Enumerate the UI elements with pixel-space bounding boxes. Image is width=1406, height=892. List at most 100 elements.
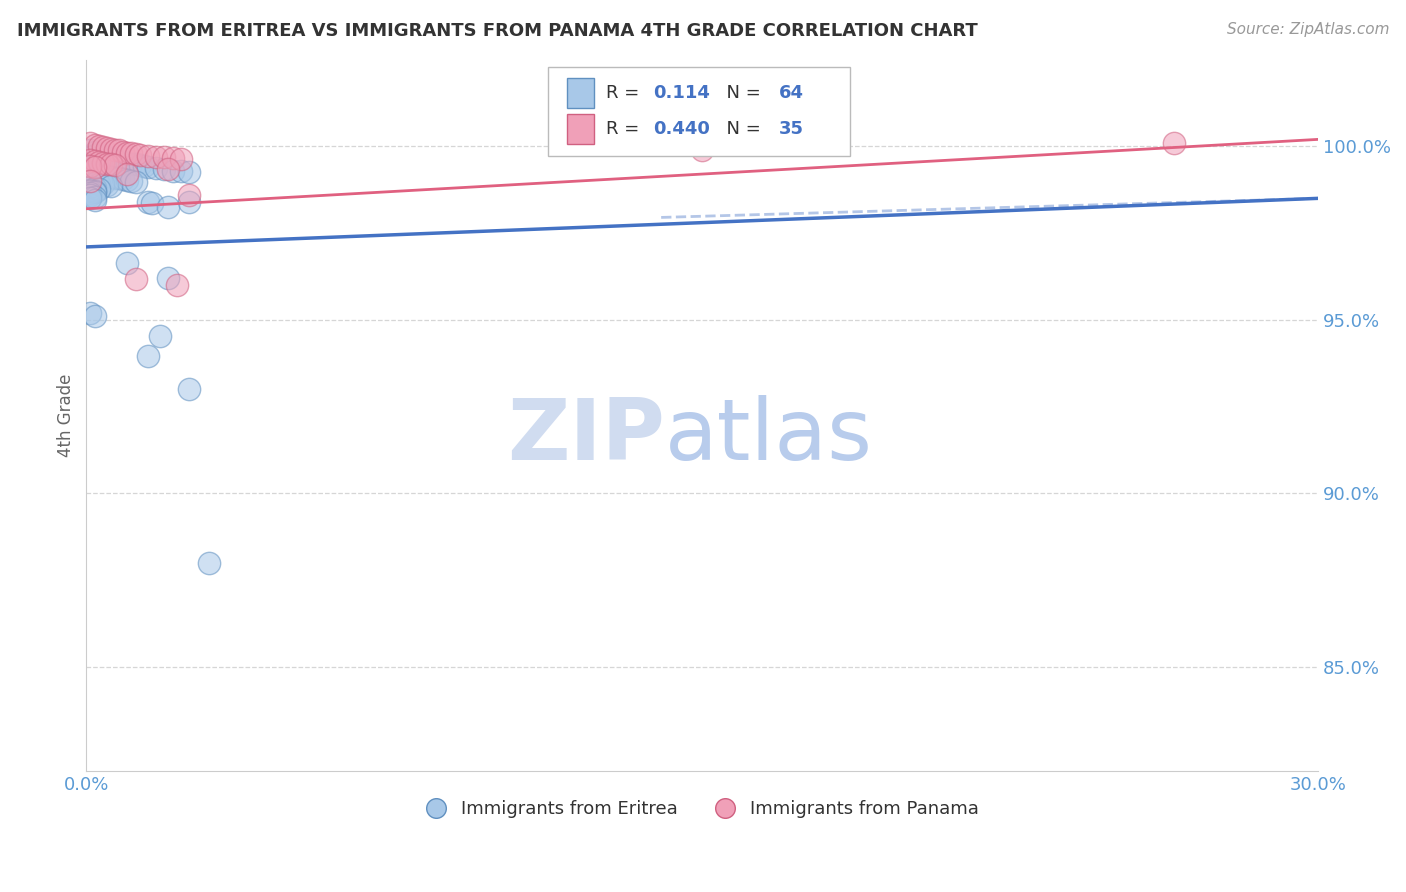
Point	[96, 156, 118, 170]
Point	[141, 195, 163, 210]
Point	[87, 150, 110, 164]
Point	[96, 150, 118, 164]
Point	[108, 171, 131, 186]
Point	[117, 255, 139, 269]
Point	[79, 180, 101, 194]
Bar	[567, 113, 593, 144]
Point	[79, 136, 101, 150]
Point	[91, 156, 114, 170]
Point	[83, 181, 105, 195]
Point	[87, 139, 110, 153]
Point	[108, 153, 131, 168]
Point	[87, 181, 110, 195]
Point	[87, 167, 110, 181]
Point	[100, 157, 122, 171]
Text: R =: R =	[606, 120, 645, 137]
Point	[124, 157, 146, 171]
Text: ZIP: ZIP	[508, 395, 665, 478]
Text: N =: N =	[714, 84, 766, 102]
Point	[117, 167, 139, 181]
Point	[177, 164, 200, 178]
Point	[96, 141, 118, 155]
Text: 64: 64	[779, 84, 804, 102]
Point	[104, 153, 127, 168]
Point	[83, 160, 105, 174]
Point	[87, 155, 110, 169]
Point	[124, 147, 146, 161]
Text: R =: R =	[606, 84, 645, 102]
Point	[177, 187, 200, 202]
Point	[117, 173, 139, 187]
Point	[87, 177, 110, 191]
Point	[83, 185, 105, 199]
Point	[79, 174, 101, 188]
Point	[117, 156, 139, 170]
Point	[117, 145, 139, 160]
Point	[87, 146, 110, 161]
Point	[91, 140, 114, 154]
Point	[132, 160, 155, 174]
Point	[136, 149, 159, 163]
Point	[91, 149, 114, 163]
Point	[157, 200, 180, 214]
Point	[83, 189, 105, 203]
Point	[162, 152, 184, 166]
Point	[112, 155, 135, 169]
Point	[128, 148, 150, 162]
Point	[128, 158, 150, 172]
Point	[170, 153, 193, 167]
Point	[100, 152, 122, 166]
Point	[79, 191, 101, 205]
Point	[79, 143, 101, 157]
Point	[91, 178, 114, 192]
Point	[198, 556, 221, 570]
Point	[124, 175, 146, 189]
Point	[136, 349, 159, 363]
Text: Source: ZipAtlas.com: Source: ZipAtlas.com	[1226, 22, 1389, 37]
Point	[145, 161, 167, 175]
Point	[690, 143, 713, 157]
Point	[79, 183, 101, 197]
Text: IMMIGRANTS FROM ERITREA VS IMMIGRANTS FROM PANAMA 4TH GRADE CORRELATION CHART: IMMIGRANTS FROM ERITREA VS IMMIGRANTS FR…	[17, 22, 977, 40]
Text: 0.114: 0.114	[652, 84, 710, 102]
Point	[124, 272, 146, 286]
Point	[108, 144, 131, 158]
Point	[104, 143, 127, 157]
Point	[177, 194, 200, 209]
Point	[162, 163, 184, 178]
Point	[153, 150, 176, 164]
Point	[170, 164, 193, 178]
Point	[79, 150, 101, 164]
Point	[83, 193, 105, 207]
Point	[96, 178, 118, 193]
Point	[1163, 136, 1185, 150]
Point	[100, 142, 122, 156]
Point	[112, 145, 135, 159]
Legend: Immigrants from Eritrea, Immigrants from Panama: Immigrants from Eritrea, Immigrants from…	[418, 792, 987, 826]
Point	[120, 146, 142, 161]
FancyBboxPatch shape	[548, 67, 851, 155]
Point	[157, 161, 180, 176]
Text: 0.440: 0.440	[652, 120, 710, 137]
Bar	[567, 78, 593, 108]
Point	[83, 166, 105, 180]
Point	[166, 278, 188, 293]
Point	[83, 176, 105, 190]
Point	[145, 150, 167, 164]
Point	[104, 158, 127, 172]
Point	[157, 271, 180, 285]
Point	[177, 382, 200, 396]
Point	[100, 169, 122, 184]
Point	[79, 160, 101, 174]
Point	[83, 153, 105, 168]
Point	[83, 184, 105, 198]
Point	[120, 174, 142, 188]
Text: atlas: atlas	[665, 395, 873, 478]
Point	[79, 165, 101, 179]
Point	[100, 179, 122, 194]
Point	[79, 306, 101, 320]
Point	[112, 172, 135, 186]
Point	[120, 156, 142, 170]
Point	[83, 137, 105, 152]
Point	[79, 186, 101, 201]
